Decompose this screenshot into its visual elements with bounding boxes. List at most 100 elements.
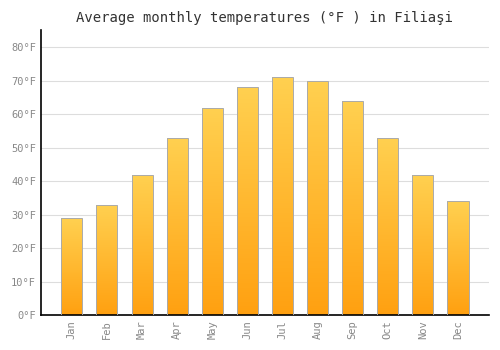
Bar — [378, 170, 398, 172]
Bar — [237, 258, 258, 261]
Bar — [96, 206, 117, 207]
Bar — [166, 264, 188, 266]
Bar — [272, 313, 293, 315]
Bar — [132, 179, 152, 180]
Bar — [96, 259, 117, 260]
Bar — [132, 205, 152, 207]
Bar — [202, 176, 223, 178]
Bar — [166, 145, 188, 147]
Bar — [237, 131, 258, 133]
Bar — [342, 131, 363, 133]
Bar — [378, 274, 398, 276]
Bar — [307, 137, 328, 139]
Bar — [342, 219, 363, 221]
Bar — [272, 306, 293, 308]
Bar — [96, 251, 117, 252]
Bar — [448, 271, 468, 272]
Bar — [202, 163, 223, 166]
Bar — [132, 287, 152, 288]
Bar — [132, 284, 152, 286]
Bar — [448, 222, 468, 223]
Bar — [378, 310, 398, 312]
Bar — [412, 293, 434, 294]
Bar — [202, 218, 223, 220]
Bar — [237, 210, 258, 213]
Bar — [166, 306, 188, 308]
Bar — [272, 94, 293, 96]
Bar — [307, 149, 328, 151]
Bar — [237, 97, 258, 99]
Bar — [307, 294, 328, 296]
Bar — [307, 132, 328, 135]
Bar — [132, 217, 152, 218]
Bar — [202, 294, 223, 296]
Bar — [307, 212, 328, 215]
Bar — [412, 272, 434, 273]
Bar — [412, 198, 434, 200]
Bar — [412, 214, 434, 215]
Bar — [378, 166, 398, 168]
Bar — [378, 262, 398, 264]
Bar — [132, 288, 152, 290]
Bar — [342, 247, 363, 249]
Bar — [96, 212, 117, 214]
Bar — [378, 221, 398, 223]
Bar — [202, 249, 223, 251]
Bar — [378, 299, 398, 301]
Bar — [62, 264, 82, 265]
Bar — [378, 312, 398, 314]
Bar — [166, 221, 188, 223]
Bar — [166, 210, 188, 212]
Bar — [202, 232, 223, 234]
Bar — [378, 308, 398, 310]
Bar — [166, 253, 188, 255]
Bar — [272, 111, 293, 113]
Bar — [307, 285, 328, 287]
Bar — [132, 251, 152, 252]
Bar — [448, 218, 468, 219]
Bar — [448, 274, 468, 275]
Bar — [237, 128, 258, 131]
Bar — [202, 201, 223, 203]
Bar — [96, 302, 117, 303]
Bar — [378, 266, 398, 267]
Bar — [166, 298, 188, 299]
Bar — [132, 224, 152, 225]
Bar — [378, 225, 398, 226]
Bar — [342, 122, 363, 124]
Bar — [166, 235, 188, 237]
Bar — [412, 197, 434, 198]
Bar — [342, 285, 363, 287]
Bar — [132, 175, 152, 315]
Bar — [132, 219, 152, 221]
Bar — [342, 184, 363, 187]
Bar — [202, 209, 223, 211]
Bar — [132, 242, 152, 244]
Bar — [272, 227, 293, 230]
Bar — [132, 293, 152, 294]
Bar — [272, 77, 293, 80]
Bar — [448, 231, 468, 232]
Bar — [272, 244, 293, 246]
Bar — [132, 210, 152, 211]
Bar — [62, 232, 82, 233]
Bar — [237, 149, 258, 151]
Bar — [132, 177, 152, 179]
Bar — [62, 292, 82, 293]
Bar — [96, 237, 117, 238]
Bar — [342, 101, 363, 103]
Bar — [237, 140, 258, 142]
Bar — [237, 288, 258, 290]
Bar — [412, 299, 434, 300]
Bar — [307, 301, 328, 303]
Bar — [132, 175, 152, 176]
Bar — [448, 214, 468, 215]
Bar — [448, 311, 468, 312]
Bar — [272, 99, 293, 101]
Bar — [272, 287, 293, 289]
Bar — [202, 187, 223, 189]
Bar — [237, 172, 258, 174]
Bar — [202, 162, 223, 163]
Bar — [166, 139, 188, 141]
Bar — [166, 143, 188, 145]
